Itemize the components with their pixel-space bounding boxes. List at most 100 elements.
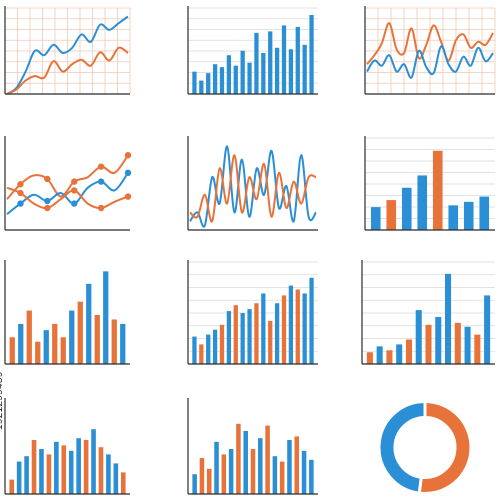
- bar: [9, 337, 15, 364]
- bar: [464, 326, 471, 364]
- bar: [199, 344, 204, 364]
- bar: [16, 461, 22, 494]
- series-line: [6, 186, 129, 210]
- bar: [26, 310, 32, 364]
- bar: [425, 324, 432, 364]
- bar: [417, 175, 428, 230]
- bar: [474, 334, 481, 364]
- bar: [376, 346, 383, 364]
- bar: [366, 352, 373, 364]
- bar: [94, 315, 100, 364]
- data-point: [17, 181, 24, 188]
- bar: [103, 271, 109, 364]
- chart-panel-10: [4, 398, 130, 495]
- data-point: [71, 187, 78, 194]
- bar: [219, 67, 225, 94]
- bar: [396, 344, 403, 364]
- bar: [113, 463, 119, 494]
- bar: [301, 450, 307, 494]
- chart-panel-11: [187, 398, 318, 495]
- series-line: [366, 22, 494, 65]
- bar: [199, 80, 204, 94]
- data-point: [124, 193, 132, 200]
- chart-panel-6: [364, 136, 495, 231]
- bar: [445, 273, 452, 364]
- bar: [302, 44, 307, 94]
- bar: [448, 205, 459, 230]
- data-point: [97, 204, 105, 212]
- bar: [309, 459, 314, 494]
- bar: [281, 25, 287, 94]
- bar: [206, 73, 211, 94]
- bar: [228, 449, 234, 494]
- bar: [294, 436, 300, 494]
- chart-panel-3: [364, 6, 496, 95]
- bar: [192, 474, 197, 494]
- donut-slice: [377, 399, 427, 495]
- bar: [274, 47, 280, 94]
- chart-panel-5: [187, 136, 318, 231]
- bar: [243, 431, 248, 494]
- bar: [432, 150, 443, 230]
- data-point: [44, 204, 51, 212]
- bar: [192, 71, 197, 94]
- bar: [302, 293, 307, 364]
- chart-panel-7: [4, 260, 130, 365]
- bar: [68, 450, 74, 494]
- data-point: [44, 197, 51, 205]
- data-point: [124, 169, 132, 176]
- series-line: [6, 15, 129, 95]
- bar: [295, 26, 300, 95]
- bar: [212, 329, 218, 364]
- bar: [24, 456, 29, 494]
- data-point: [71, 178, 78, 185]
- series-line: [366, 45, 494, 79]
- bar: [106, 454, 111, 494]
- chart-panel-4: [4, 136, 132, 231]
- bar: [76, 438, 81, 494]
- bar: [111, 319, 117, 364]
- data-point: [124, 152, 132, 159]
- series-line: [6, 154, 129, 200]
- bar: [86, 283, 92, 364]
- bar: [258, 438, 263, 494]
- series-line: [6, 46, 129, 95]
- data-point: [17, 189, 24, 197]
- series-line: [189, 154, 317, 223]
- bar: [386, 350, 393, 364]
- bar: [35, 341, 41, 364]
- bar: [254, 303, 259, 364]
- bar: [247, 62, 252, 94]
- bar: [46, 454, 52, 494]
- bar: [274, 303, 280, 364]
- bar: [60, 337, 66, 364]
- bar: [405, 339, 412, 364]
- bar: [226, 55, 232, 94]
- bar: [91, 429, 96, 494]
- chart-panel-12: [377, 399, 473, 495]
- bar: [415, 310, 422, 364]
- bar: [226, 311, 232, 364]
- bar: [261, 53, 266, 94]
- bar: [401, 187, 412, 230]
- bar: [240, 313, 245, 364]
- bar: [268, 320, 273, 364]
- bar: [370, 207, 381, 230]
- bar: [120, 323, 126, 364]
- bar: [254, 32, 259, 94]
- bar: [52, 323, 58, 364]
- bar: [39, 449, 44, 494]
- bar: [288, 49, 294, 94]
- data-point: [97, 178, 105, 185]
- bar: [279, 461, 285, 494]
- bar: [199, 458, 205, 494]
- bar: [233, 65, 238, 94]
- bar: [250, 449, 256, 494]
- bar: [454, 322, 461, 364]
- donut-slice: [417, 399, 473, 495]
- bar: [120, 472, 126, 494]
- chart-panel-1: [4, 6, 131, 95]
- bar: [98, 447, 104, 494]
- bar: [212, 64, 218, 94]
